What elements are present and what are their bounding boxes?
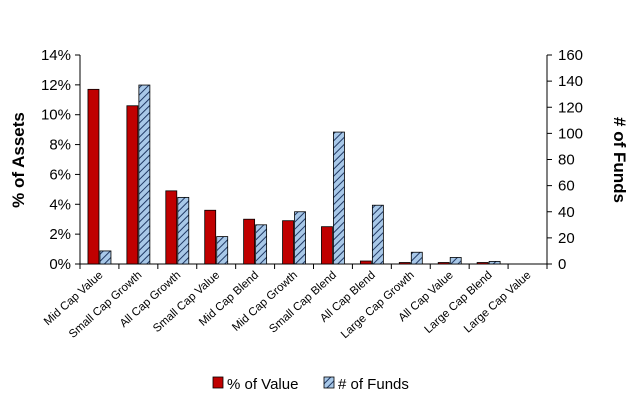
bar-num-funds [216, 236, 229, 265]
x-tick-label: Small Cap Value [151, 269, 222, 335]
y-axis-title-left: % of Assets [9, 112, 28, 208]
legend-swatch-num-funds [323, 376, 335, 389]
y-tick-label-right: 160 [558, 47, 583, 64]
x-tick-label: Mid Cap Growth [230, 269, 300, 334]
x-tick-label: Large Cap Growth [339, 269, 417, 341]
y-tick-label-right: 20 [558, 230, 575, 247]
y-axis-title-right: # of Funds [610, 117, 629, 203]
x-tick-label: Large Cap Value [462, 269, 534, 335]
y-tick-label-right: 0 [558, 256, 566, 273]
y-tick-label-left: 4% [49, 196, 71, 213]
bar-num-funds [333, 131, 345, 265]
y-tick-label-right: 100 [558, 125, 583, 142]
y-tick-label-left: 0% [49, 256, 71, 273]
y-tick-label-left: 6% [49, 166, 71, 183]
y-tick-label-left: 8% [49, 137, 71, 154]
bar-pct-value [476, 262, 489, 265]
legend-label-pct-value: % of Value [227, 376, 298, 393]
bar-pct-value [321, 226, 333, 265]
y-tick-label-left: 10% [41, 107, 71, 124]
bar-pct-value [243, 218, 256, 265]
x-tick-label: Small Cap Blend [267, 269, 339, 335]
y-tick-label-right: 80 [558, 152, 575, 169]
plot-area: 0% 2% 4% 6% 8% 10% 12% 14% 0 20 40 60 80 100 120 140 160… [41, 47, 583, 341]
y-tick-label-left: 14% [41, 47, 71, 64]
bar-num-funds [255, 224, 268, 265]
bar-num-funds [449, 257, 462, 265]
legend-swatch-pct-value [212, 376, 224, 389]
x-tick-label: Large Cap Blend [422, 269, 494, 336]
bar-pct-value [126, 105, 139, 265]
bar-num-funds [488, 260, 501, 265]
y-tick-label-left: 2% [49, 226, 71, 243]
bar-pct-value [87, 88, 100, 265]
bar-pct-value [398, 262, 411, 265]
bar-num-funds [138, 84, 151, 265]
bar-num-funds [99, 250, 112, 265]
y-tick-label-right: 40 [558, 204, 575, 221]
bar-pct-value [282, 220, 294, 265]
legend-label-num-funds: # of Funds [338, 376, 409, 393]
y-tick-label-right: 120 [558, 99, 583, 116]
bar-pct-value [359, 260, 372, 265]
bar-pct-value [204, 209, 217, 265]
bar-pct-value [437, 262, 450, 265]
x-tick-label: Small Cap Growth [67, 269, 144, 340]
bar-num-funds [410, 251, 423, 265]
bar-pct-value [165, 190, 178, 265]
y-tick-label-right: 140 [558, 73, 583, 90]
bar-num-funds [294, 211, 306, 265]
bar-num-funds [177, 196, 190, 265]
y-tick-label-left: 12% [41, 77, 71, 94]
bar-num-funds [371, 204, 384, 265]
legend: % of Value # of Funds [212, 376, 409, 393]
y-tick-label-right: 60 [558, 178, 575, 195]
